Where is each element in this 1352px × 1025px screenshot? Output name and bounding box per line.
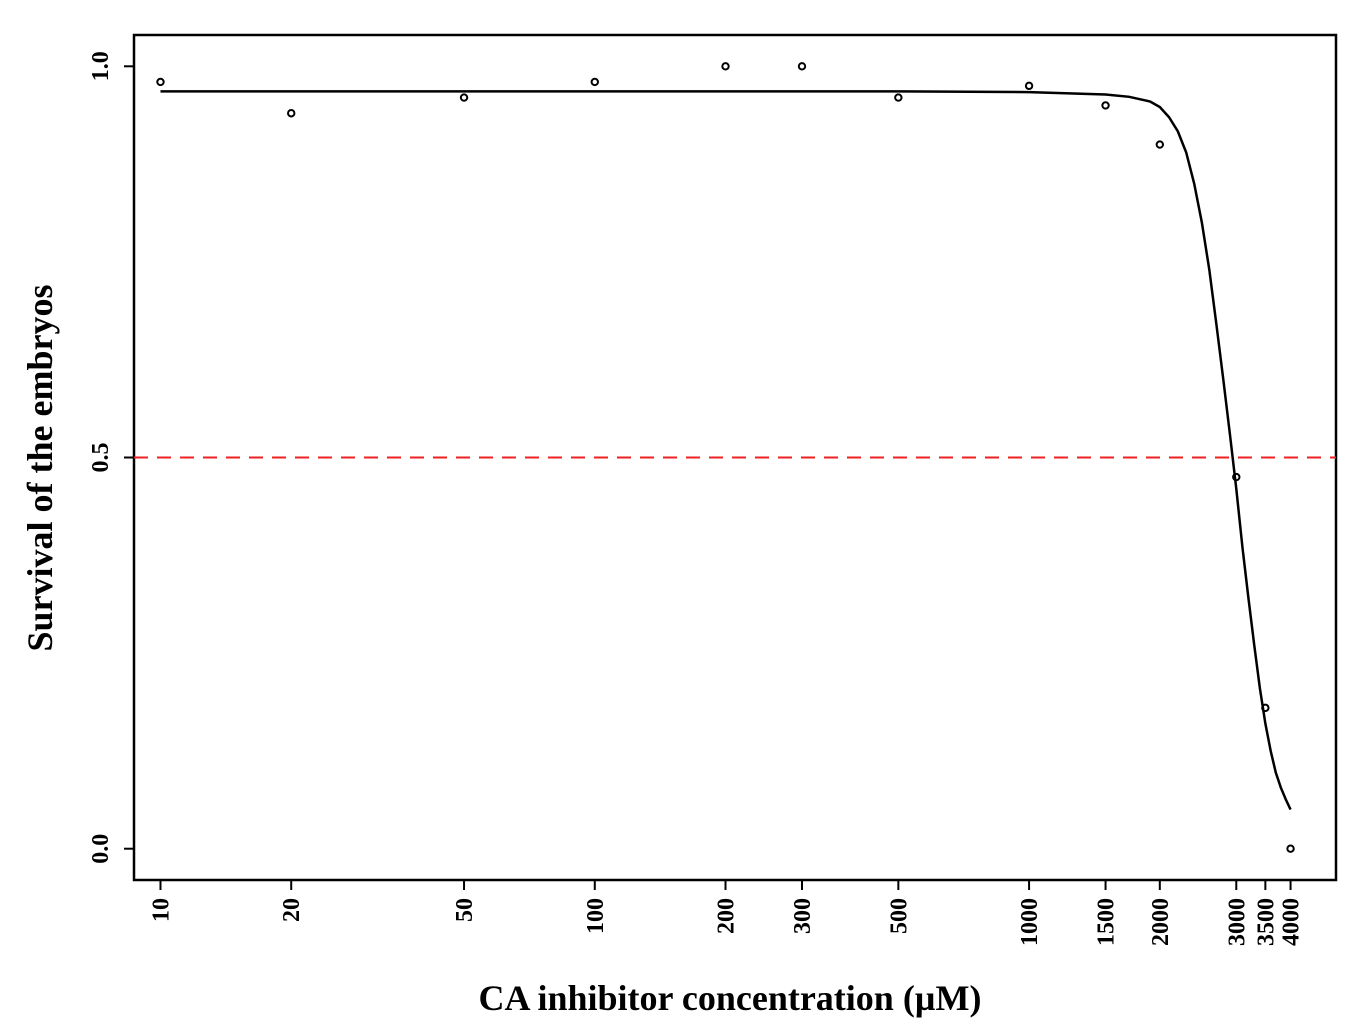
data-point (459, 93, 469, 102)
x-tick-label: 50 (452, 898, 478, 922)
data-point (1101, 101, 1110, 110)
data-point (156, 77, 165, 87)
data-point (1261, 703, 1270, 713)
data-point (894, 93, 903, 102)
x-tick-label: 500 (886, 898, 912, 934)
data-point (287, 109, 296, 118)
x-tick-label: 10 (148, 898, 174, 922)
data-point (1286, 844, 1295, 853)
y-tick-label: 1.0 (88, 51, 114, 81)
data-point (590, 77, 599, 87)
x-tick-label: 3500 (1253, 898, 1279, 946)
x-tick-label: 4000 (1279, 898, 1305, 946)
x-axis-title: CA inhibitor concentration (µM) (478, 978, 981, 1018)
data-point (1232, 472, 1241, 482)
data-point (797, 62, 807, 71)
y-axis-title: Survival of the embryos (20, 285, 60, 652)
x-tick-label: 100 (583, 898, 609, 934)
fit-curve (160, 90, 1292, 811)
data-point (1024, 81, 1034, 91)
x-tick-label: 3000 (1224, 898, 1250, 946)
x-tick-label: 200 (714, 898, 740, 934)
data-point (1155, 140, 1165, 149)
x-tick-label: 300 (790, 898, 816, 934)
x-tick-label: 1000 (1017, 898, 1043, 946)
x-tick-label: 1500 (1094, 898, 1120, 946)
y-tick-label: 0.0 (88, 834, 114, 864)
x-tick-label: 20 (279, 898, 305, 922)
x-tick-label: 2000 (1148, 898, 1174, 946)
data-point (721, 62, 730, 71)
y-tick-label: 0.5 (88, 443, 114, 473)
